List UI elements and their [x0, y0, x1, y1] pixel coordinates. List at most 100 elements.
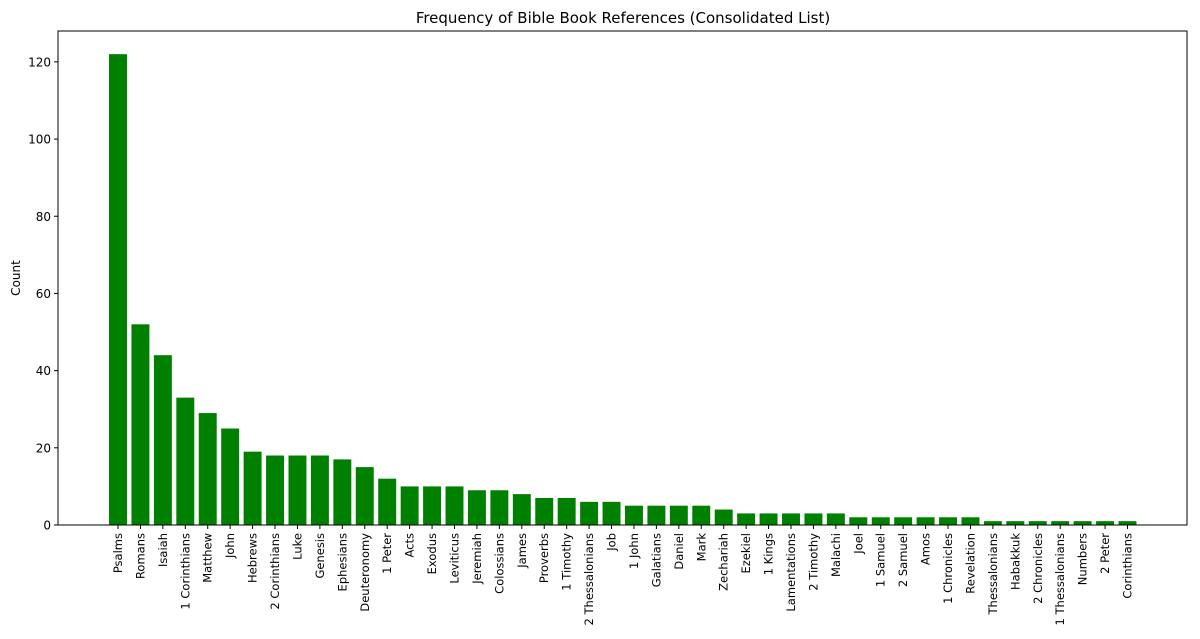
x-tick-label: Ezekiel	[739, 533, 753, 574]
bar-revelation	[961, 517, 980, 525]
x-tick-label: Psalms	[111, 533, 125, 573]
bar-proverbs	[535, 497, 554, 525]
x-tick-label: Numbers	[1076, 533, 1090, 585]
x-tick-label: 1 Kings	[762, 533, 776, 575]
x-tick-label: Amos	[919, 533, 933, 565]
bar-corinthians	[1118, 521, 1137, 525]
bar-1-peter	[378, 478, 397, 525]
x-axis-ticks: Psalms Romans Isaiah 1 Corinthians Matthew Jo…	[111, 525, 1135, 625]
bar-genesis	[310, 455, 329, 525]
x-tick-label: Luke	[290, 533, 304, 560]
bar-isaiah	[153, 355, 172, 525]
plot-frame	[57, 30, 1188, 526]
bar-1-john	[624, 505, 643, 525]
bar-malachi	[826, 513, 845, 525]
bar-daniel	[669, 505, 688, 525]
x-tick-label: Revelation	[963, 533, 977, 594]
bar-job	[602, 501, 621, 525]
x-tick-label: Zechariah	[717, 533, 731, 591]
chart-title: Frequency of Bible Book References (Cons…	[416, 9, 830, 27]
bar-1-thessalonians	[1051, 521, 1070, 525]
bar-2-corinthians	[266, 455, 285, 525]
x-tick-label: Jeremiah	[470, 533, 484, 585]
bar-exodus	[423, 486, 442, 525]
bar-1-corinthians	[176, 397, 195, 525]
y-tick-label: 100	[28, 133, 51, 147]
bar-colossians	[490, 490, 509, 525]
bar-romans	[131, 324, 150, 525]
bar-1-kings	[759, 513, 778, 525]
bar-deuteronomy	[355, 467, 374, 525]
bar-1-timothy	[557, 497, 576, 525]
x-tick-label: 1 Samuel	[874, 533, 888, 587]
x-tick-label: Deuteronomy	[358, 533, 372, 612]
y-axis-ticks: 0 20 40 60 80 100 120	[28, 55, 58, 533]
x-tick-label: 2 Thessalonians	[582, 533, 596, 625]
bar-habakkuk	[1006, 521, 1025, 525]
x-tick-label: Malachi	[829, 533, 843, 577]
y-tick-label: 120	[28, 55, 51, 69]
bar-matthew	[198, 413, 217, 525]
x-tick-label: James	[515, 533, 529, 569]
y-tick-label: 40	[36, 364, 51, 378]
x-tick-label: Proverbs	[537, 533, 551, 583]
x-tick-label: Colossians	[492, 533, 506, 594]
bar-numbers	[1073, 521, 1092, 525]
x-tick-label: 2 Chronicles	[1031, 533, 1045, 604]
bar-luke	[288, 455, 307, 525]
x-tick-label: Job	[605, 533, 619, 552]
y-tick-label: 60	[36, 287, 51, 301]
bar-mark	[692, 505, 711, 525]
x-tick-label: Hebrews	[246, 533, 260, 583]
x-tick-label: Matthew	[201, 533, 215, 583]
bar-1-samuel	[871, 517, 890, 525]
bar-lamentations	[782, 513, 800, 525]
bar-john	[221, 428, 240, 525]
bar-james	[512, 494, 531, 526]
x-tick-label: Genesis	[313, 533, 327, 579]
x-tick-label: Habakkuk	[1008, 533, 1022, 590]
bar-hebrews	[243, 451, 262, 525]
x-tick-label: 1 John	[627, 533, 641, 569]
x-tick-label: Leviticus	[448, 533, 462, 584]
x-tick-label: 1 Thessalonians	[1053, 533, 1067, 625]
bar-galatians	[647, 505, 666, 525]
bar-1-chronicles	[939, 517, 958, 525]
bar-ezekiel	[737, 513, 756, 525]
x-tick-label: Joel	[851, 533, 865, 555]
bar-jeremiah	[467, 490, 486, 525]
bar-2-chronicles	[1028, 521, 1047, 525]
x-tick-label: 2 Corinthians	[268, 533, 282, 610]
bars-group	[109, 54, 1137, 526]
bar-zechariah	[714, 509, 733, 525]
x-tick-label: 1 Peter	[380, 533, 394, 574]
x-tick-label: 2 Samuel	[896, 533, 910, 587]
x-tick-label: Thessalonians	[986, 533, 1000, 615]
y-tick-label: 20	[36, 441, 51, 455]
bar-amos	[916, 517, 935, 525]
x-tick-label: 2 Peter	[1098, 533, 1112, 574]
x-tick-label: Corinthians	[1121, 533, 1135, 599]
x-tick-label: Isaiah	[156, 533, 170, 567]
x-tick-label: 1 Chronicles	[941, 533, 955, 604]
bar-psalms	[109, 54, 127, 525]
x-tick-label: Daniel	[672, 533, 686, 570]
bar-acts	[400, 486, 419, 525]
x-tick-label: 2 Timothy	[806, 533, 820, 591]
x-tick-label: Acts	[403, 533, 417, 558]
x-tick-label: 1 Corinthians	[178, 533, 192, 610]
x-tick-label: Exodus	[425, 533, 439, 574]
bar-leviticus	[445, 486, 464, 525]
bar-2-timothy	[804, 513, 823, 525]
x-tick-label: Lamentations	[784, 533, 798, 612]
bar-ephesians	[333, 459, 352, 525]
bar-2-samuel	[894, 517, 913, 525]
y-tick-label: 0	[43, 519, 51, 533]
bar-joel	[849, 517, 868, 525]
bar-2-peter	[1096, 521, 1115, 525]
x-tick-label: John	[223, 533, 237, 559]
x-tick-label: Galatians	[649, 533, 663, 587]
bar-2-thessalonians	[580, 501, 599, 525]
bar-thessalonians	[983, 521, 1002, 525]
